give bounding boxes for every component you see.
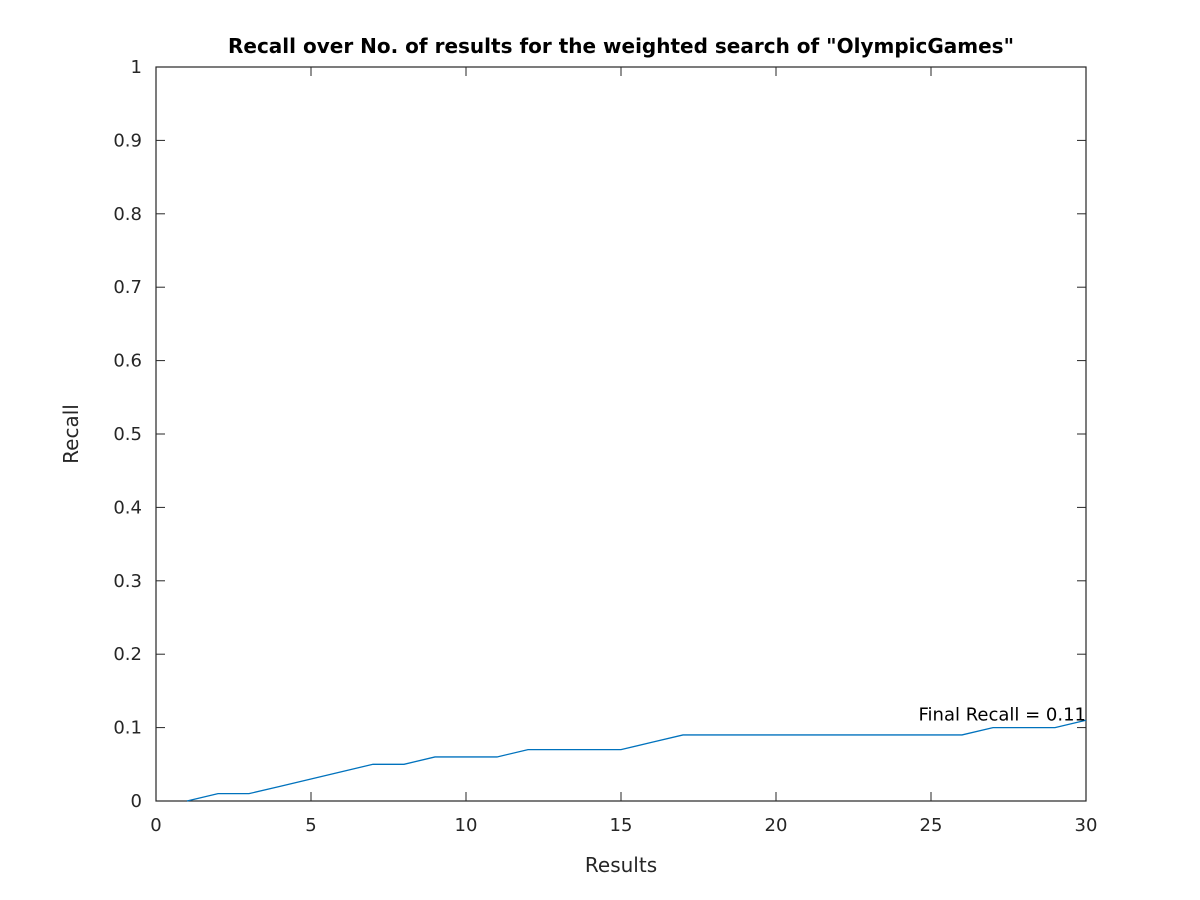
y-tick-label: 0.5 [113, 424, 142, 445]
y-tick-label: 0.9 [113, 130, 142, 151]
y-tick-label: 0.4 [113, 497, 142, 518]
y-tick-label: 0.6 [113, 351, 142, 372]
y-tick-label: 0.3 [113, 571, 142, 592]
x-axis-label: Results [585, 853, 657, 877]
chart-title: Recall over No. of results for the weigh… [228, 34, 1014, 58]
y-tick-label: 1 [131, 57, 142, 78]
recall-line [186, 719, 1087, 802]
tick-labels: 0 5 10 15 20 25 30 0 0.1 0.2 0.3 0.4 0.5 0.6 0.7 0.8 0.9… [113, 57, 1097, 836]
y-tick-label: 0.7 [113, 277, 142, 298]
x-tick-label: 30 [1075, 815, 1098, 836]
annotation-layer: Final Recall = 0.11 [918, 704, 1086, 725]
x-tick-label: 5 [305, 815, 316, 836]
y-tick-label: 0 [131, 791, 142, 812]
y-tick-label: 0.1 [113, 718, 142, 739]
plot-area [155, 66, 1087, 802]
y-axis-label: Recall [59, 404, 83, 464]
x-tick-label: 10 [455, 815, 478, 836]
x-tick-label: 20 [765, 815, 788, 836]
x-tick-label: 0 [150, 815, 161, 836]
series-layer [186, 719, 1087, 802]
final-recall-annotation: Final Recall = 0.11 [918, 704, 1086, 725]
tick-marks [155, 66, 1087, 802]
x-tick-label: 15 [610, 815, 633, 836]
y-tick-label: 0.8 [113, 204, 142, 225]
y-tick-label: 0.2 [113, 644, 142, 665]
x-tick-label: 25 [920, 815, 943, 836]
